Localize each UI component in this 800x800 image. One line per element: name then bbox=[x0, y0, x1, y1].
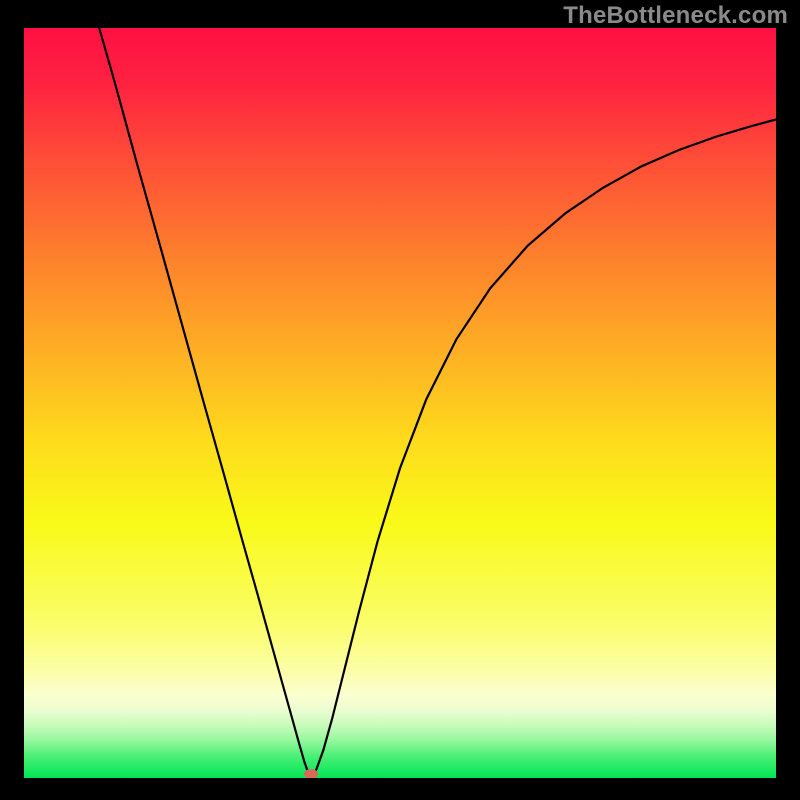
curve-right-branch bbox=[313, 120, 776, 777]
minimum-marker bbox=[304, 769, 318, 779]
curve-svg bbox=[24, 28, 776, 778]
plot-area bbox=[24, 28, 776, 778]
watermark-text: TheBottleneck.com bbox=[563, 2, 788, 30]
curve-left-branch bbox=[99, 28, 310, 777]
chart-frame: TheBottleneck.com bbox=[0, 0, 800, 800]
